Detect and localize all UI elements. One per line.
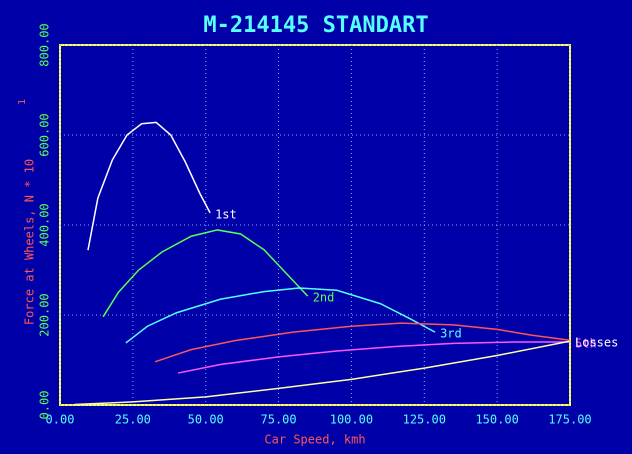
y-tick-label: 200.00 [38, 293, 52, 336]
x-axis-label: Car Speed, kmh [264, 433, 365, 447]
series-label: 5th [575, 337, 597, 351]
y-tick-label: 400.00 [38, 203, 52, 246]
series-label: Losses [575, 336, 618, 350]
series-label: 2nd [313, 291, 335, 305]
x-tick-label: 150.00 [475, 413, 518, 427]
series-line [154, 322, 571, 363]
series-line [102, 229, 309, 318]
y-tick-label: 0.00 [38, 391, 52, 420]
series-line [125, 287, 436, 344]
y-tick-label: 600.00 [38, 113, 52, 156]
x-tick-label: 0.00 [46, 413, 75, 427]
y-axis-label: Force at Wheels, N * 10 [23, 159, 37, 325]
x-tick-label: 125.00 [403, 413, 446, 427]
x-tick-label: 175.00 [548, 413, 591, 427]
series-label: 1st [215, 207, 237, 221]
x-tick-label: 100.00 [330, 413, 373, 427]
series-line [87, 121, 211, 251]
x-tick-label: 50.00 [188, 413, 224, 427]
x-tick-label: 75.00 [261, 413, 297, 427]
series-line [177, 341, 570, 374]
x-tick-label: 25.00 [115, 413, 151, 427]
chart-title: M-214145 STANDART [203, 13, 428, 38]
series-line [74, 340, 571, 406]
series-label: 3rd [440, 327, 462, 341]
y-axis-label-exponent: 1 [17, 99, 28, 105]
y-tick-label: 800.00 [38, 23, 52, 66]
